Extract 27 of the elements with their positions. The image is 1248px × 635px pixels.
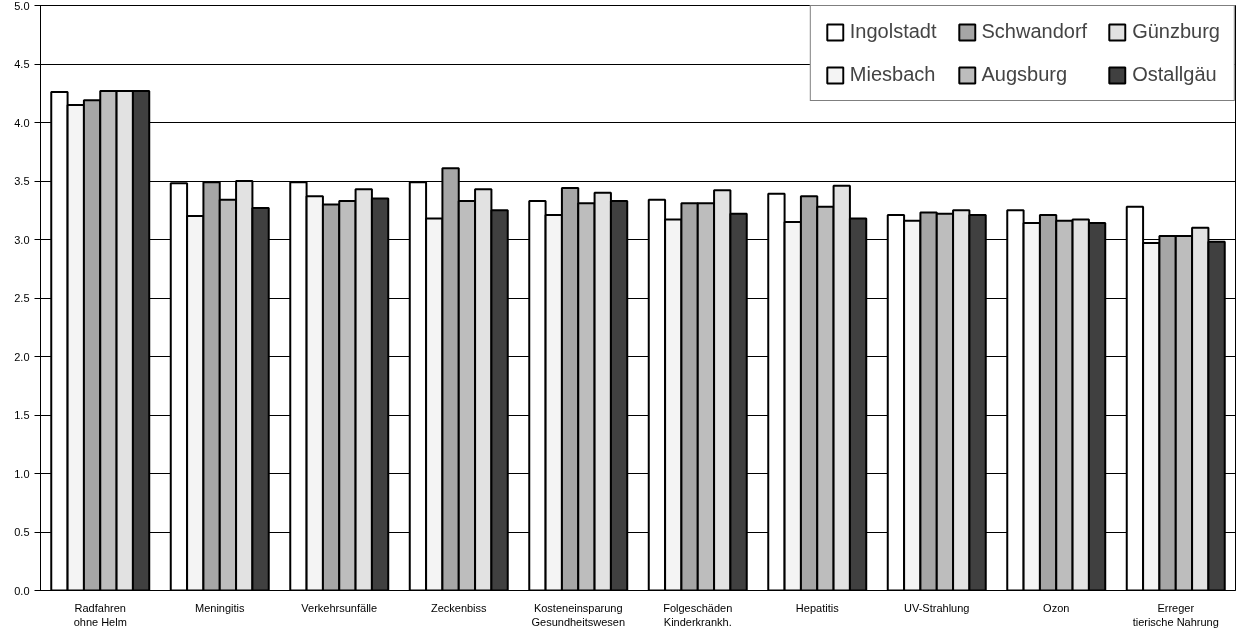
x-tick-label: Erreger tierische Nahrung	[1132, 601, 1219, 628]
y-tick-label: 0.5	[14, 526, 30, 538]
legend-label: Miesbach	[849, 63, 936, 86]
y-tick-label: 0.0	[14, 584, 30, 597]
x-tick-label: Radfahren ohne Helm	[73, 601, 127, 628]
y-tick-label: 2.5	[14, 292, 30, 304]
x-tick-label: Ozon	[1043, 601, 1070, 614]
legend-label: Günzburg	[1132, 20, 1220, 43]
y-tick-label: 3.0	[14, 233, 30, 246]
legend-label: Schwandorf	[981, 20, 1088, 43]
y-tick-label: 3.5	[14, 175, 30, 187]
x-tick-label: Zeckenbiss	[430, 601, 488, 614]
y-tick-label: 1.0	[14, 467, 30, 480]
legend-label: Augsburg	[981, 63, 1068, 86]
y-tick-label: 4.5	[14, 58, 30, 70]
y-tick-label: 1.5	[14, 409, 30, 421]
x-tick-label: Hepatitis	[795, 601, 840, 614]
y-tick-label: 4.0	[14, 116, 30, 129]
legend-label: Ostallgäu	[1132, 63, 1217, 86]
y-tick-label: 2.0	[14, 350, 30, 363]
x-tick-label: UV-Strahlung	[904, 601, 970, 614]
x-tick-label: Kosteneinsparung Gesundheitswesen	[531, 601, 626, 628]
x-tick-label: Folgeschäden Kinderkrankh.	[663, 601, 733, 628]
x-tick-label: Meningitis	[194, 601, 246, 614]
y-tick-label: 5.0	[14, 0, 30, 12]
x-tick-label: Verkehrsunfälle	[301, 601, 378, 614]
legend-label: Ingolstadt	[849, 20, 937, 43]
